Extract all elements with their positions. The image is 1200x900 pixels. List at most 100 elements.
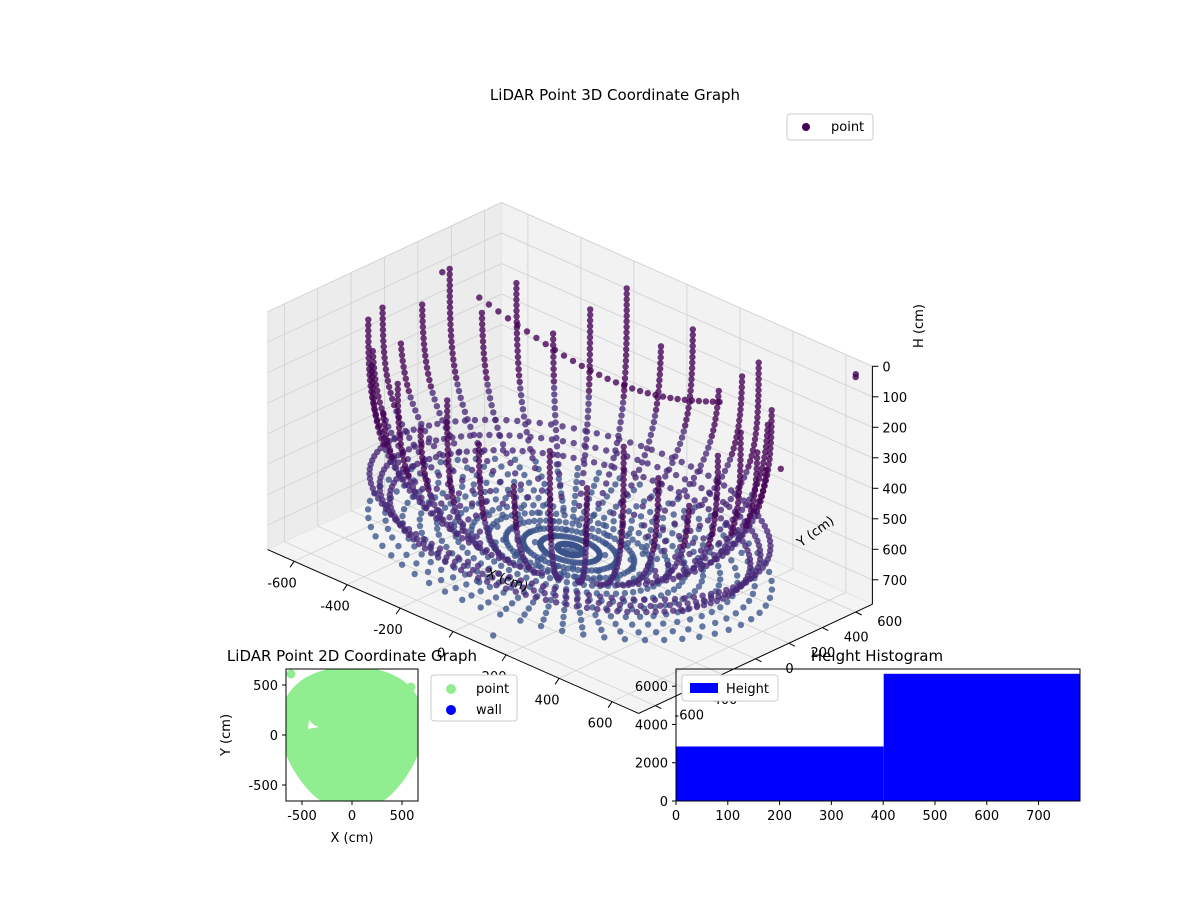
chart-3d-point: [405, 473, 412, 480]
chart-3d-point: [484, 578, 491, 585]
chart-3d-point: [481, 362, 489, 369]
chart-3d-point: [448, 488, 455, 496]
chart-3d-point: [586, 334, 594, 341]
chart-3d-point: [552, 412, 559, 419]
chart-3d-point: [443, 521, 451, 528]
chart-3d-point: [535, 475, 542, 482]
chart-3d-xtick-label: -400: [320, 600, 350, 615]
chart-3d-point: [395, 419, 402, 426]
chart-3d-point: [480, 350, 487, 357]
chart-3d-point: [700, 602, 708, 609]
chart-3d-point: [622, 351, 630, 359]
chart-3d-point: [563, 601, 570, 608]
chart-3d-point: [733, 510, 740, 517]
chart-3d-point: [738, 395, 745, 402]
chart-3d-point: [753, 419, 761, 427]
chart-3d-point: [593, 430, 600, 437]
chart-3d-point: [511, 561, 518, 569]
chart-3d-point: [446, 473, 453, 480]
chart-3d-point: [717, 604, 724, 611]
chart-3d-ztick-label: 700: [882, 574, 907, 589]
chart-histogram-ytick-label: 2000: [635, 757, 668, 772]
chart-3d-point: [674, 446, 681, 454]
chart-3d-point: [560, 452, 567, 460]
chart-3d-point: [411, 570, 418, 578]
chart-3d-point: [640, 498, 648, 505]
chart-3d-point: [738, 384, 745, 391]
chart-3d-point: [449, 350, 456, 357]
chart-3d-point: [399, 451, 406, 459]
chart-3d-point: [583, 531, 590, 538]
chart-3d-point: [381, 354, 388, 361]
chart-3d-point: [444, 408, 451, 415]
chart-3d-point: [655, 382, 663, 390]
chart-3d-point: [419, 485, 426, 493]
chart-3d-point: [753, 454, 761, 462]
chart-3d-point: [511, 499, 518, 506]
chart-3d-point: [428, 464, 435, 471]
chart-3d-point: [494, 424, 501, 431]
chart-3d-point: [510, 483, 517, 490]
chart-3d-point: [531, 464, 539, 472]
chart-3d-point: [477, 489, 484, 497]
chart-3d-point: [446, 304, 454, 311]
chart-3d-point: [478, 500, 485, 507]
chart-3d-point: [760, 482, 768, 490]
chart-3d-point: [682, 422, 689, 429]
chart-3d-point: [494, 523, 501, 530]
chart-3d-point: [365, 316, 372, 323]
chart-3d-point: [732, 515, 739, 522]
chart-3d-point: [367, 523, 375, 531]
chart-3d-point: [763, 466, 770, 474]
chart-3d-point: [425, 579, 433, 587]
chart-3d-point: [675, 601, 683, 608]
chart-3d-point: [737, 467, 744, 475]
chart-3d-point: [570, 439, 577, 447]
chart-3d-point: [751, 487, 759, 494]
chart-3d-point: [590, 482, 598, 490]
chart-3d-ztick-label: 100: [882, 391, 907, 406]
chart-3d-point: [546, 501, 554, 509]
chart-3d-point: [516, 464, 523, 471]
chart-3d-point: [623, 307, 630, 314]
chart-3d-point: [399, 357, 406, 365]
chart-3d-point: [714, 479, 721, 487]
chart-3d-point: [713, 501, 720, 508]
chart-3d-point: [523, 428, 530, 436]
chart-3d-point: [379, 409, 387, 417]
chart-3d-point: [528, 580, 536, 587]
chart-3d-point: [734, 504, 741, 512]
chart-3d-point: [717, 576, 724, 583]
chart-3d-point: [395, 424, 403, 431]
chart-3d-point: [593, 476, 600, 483]
chart-3d-xtick-mark: [448, 631, 454, 638]
chart-3d-point: [753, 508, 761, 515]
chart-3d-point: [743, 522, 750, 529]
chart-3d-point: [554, 451, 561, 459]
chart-2d-xtick-label: 0: [348, 809, 356, 824]
chart-3d-point: [417, 438, 425, 445]
chart-3d-xtick-label: 400: [535, 693, 560, 708]
chart-3d-point: [547, 536, 555, 543]
chart-3d-point: [623, 334, 630, 342]
chart-3d-point: [498, 562, 505, 569]
chart-3d-point: [678, 458, 685, 466]
chart-3d-point: [576, 502, 583, 510]
chart-3d-point: [659, 514, 667, 522]
chart-3d-point: [365, 355, 372, 362]
chart-3d-point: [468, 592, 475, 599]
chart-3d-point: [753, 471, 760, 478]
chart-3d-point: [433, 506, 441, 514]
chart-3d-point: [505, 566, 513, 574]
chart-3d-point: [589, 525, 596, 532]
chart-3d-point: [452, 418, 459, 425]
chart-3d-point: [380, 349, 388, 356]
chart-3d-point: [459, 483, 466, 490]
chart-3d-point: [689, 342, 696, 350]
chart-3d-point: [654, 501, 661, 509]
chart-3d-point: [723, 615, 730, 622]
chart-3d-point: [479, 570, 486, 577]
chart-3d-point: [736, 411, 744, 419]
chart-3d-point: [618, 412, 625, 419]
chart-3d-point: [569, 566, 577, 573]
